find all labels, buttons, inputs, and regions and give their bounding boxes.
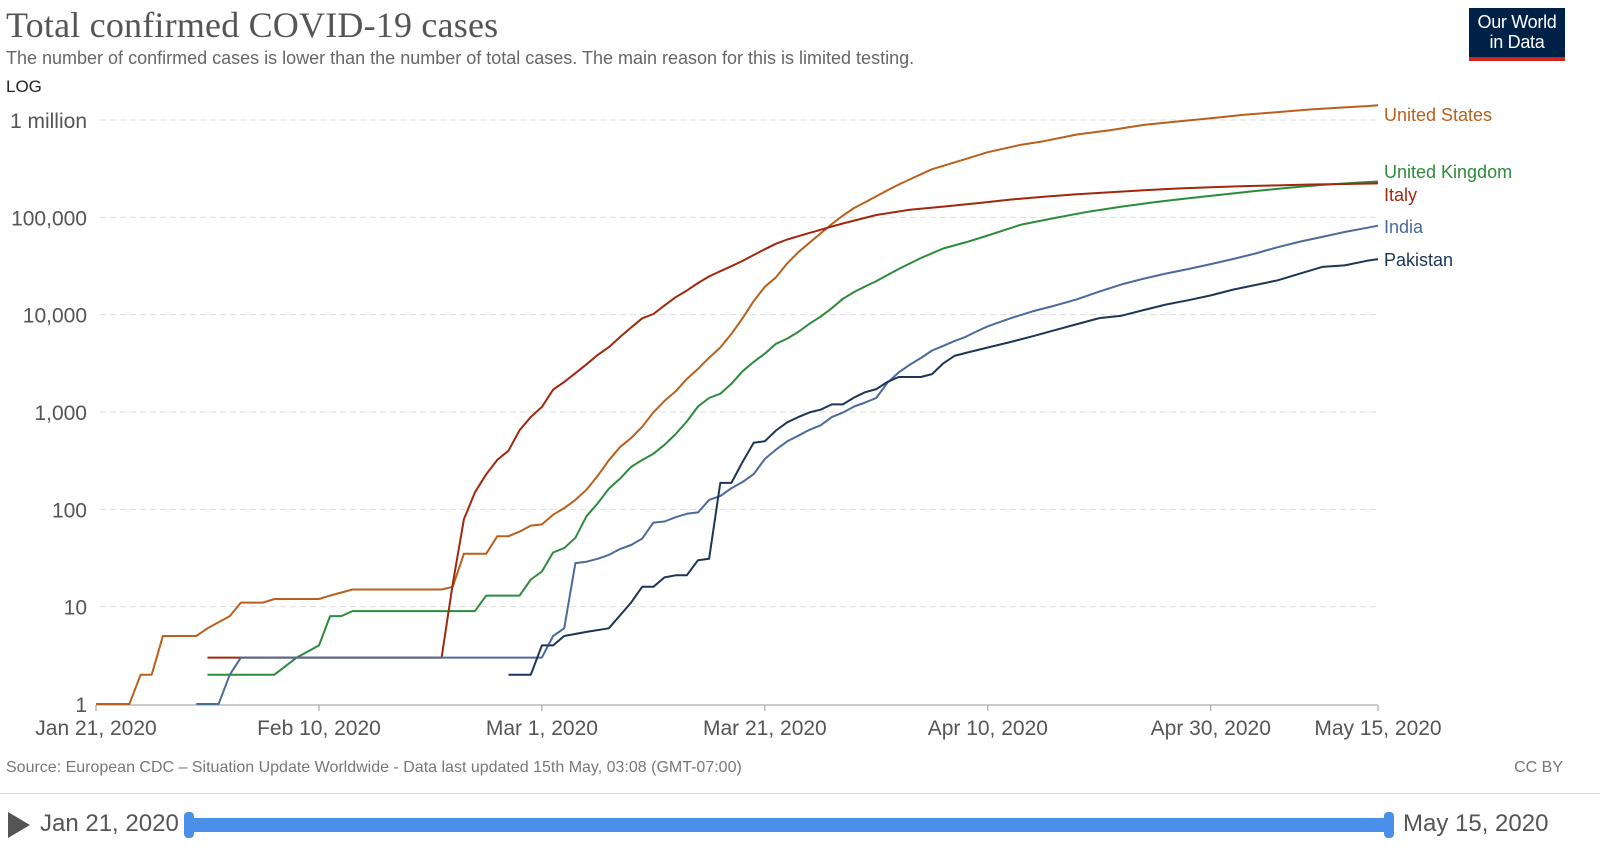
series-label-united-kingdom: United Kingdom [1384, 162, 1512, 182]
y-tick-label-1: 10 [64, 597, 87, 620]
timeline-start-date: Jan 21, 2020 [40, 810, 179, 837]
timeline-slider-track[interactable] [186, 818, 1392, 832]
x-tick-label-5: Apr 30, 2020 [1151, 717, 1271, 740]
logo-line-2: in Data [1489, 32, 1545, 52]
x-tick-label-3: Mar 21, 2020 [703, 717, 827, 740]
x-tick-label-4: Apr 10, 2020 [928, 717, 1048, 740]
series-lines [96, 104, 1379, 705]
footer-divider [0, 793, 1600, 794]
x-tick-label-1: Feb 10, 2020 [257, 717, 381, 740]
series-labels: United States United Kingdom Italy India Pak… [1384, 105, 1512, 270]
log-scale-toggle[interactable]: LOG [6, 77, 42, 96]
series-label-united-states: United States [1384, 105, 1492, 125]
chart-title: Total confirmed COVID-19 cases [6, 5, 499, 45]
x-tick-label-6: May 15, 2020 [1314, 717, 1441, 740]
line-chart: 1 10 100 1,000 10,000 100,000 1 million Jan 21… [10, 104, 1512, 740]
chart-subtitle: The number of confirmed cases is lower t… [6, 48, 915, 68]
series-line-united-states [96, 104, 1379, 705]
timeline-end-handle[interactable] [1384, 812, 1394, 838]
y-tick-label-5: 100,000 [11, 207, 87, 230]
y-tick-label-4: 10,000 [23, 305, 87, 328]
y-tick-label-2: 100 [52, 499, 87, 522]
y-tick-label-3: 1,000 [34, 402, 87, 425]
series-line-india [196, 224, 1379, 705]
timeline-end-date: May 15, 2020 [1403, 810, 1549, 837]
y-tick-label-0: 1 [75, 694, 87, 717]
logo-line-1: Our World [1477, 12, 1557, 32]
source-note[interactable]: Source: European CDC – Situation Update … [6, 759, 742, 776]
x-axis: Jan 21, 2020 Feb 10, 2020 Mar 1, 2020 Mar 2… [35, 704, 1442, 740]
y-tick-label-6: 1 million [10, 110, 87, 133]
series-line-italy [207, 182, 1379, 659]
grid-lines [100, 119, 1378, 608]
y-axis: 1 10 100 1,000 10,000 100,000 1 million [10, 110, 87, 717]
series-line-united-kingdom [207, 180, 1379, 676]
series-line-pakistan [508, 258, 1379, 676]
series-label-pakistan: Pakistan [1384, 250, 1453, 270]
play-button[interactable] [8, 812, 30, 838]
series-label-italy: Italy [1384, 185, 1417, 205]
timeline-start-handle[interactable] [184, 812, 194, 838]
x-tick-label-2: Mar 1, 2020 [486, 717, 598, 740]
series-label-india: India [1384, 217, 1424, 237]
license-link[interactable]: CC BY [1514, 759, 1563, 776]
owid-logo[interactable]: Our World in Data [1469, 8, 1565, 61]
x-tick-label-0: Jan 21, 2020 [35, 717, 156, 740]
